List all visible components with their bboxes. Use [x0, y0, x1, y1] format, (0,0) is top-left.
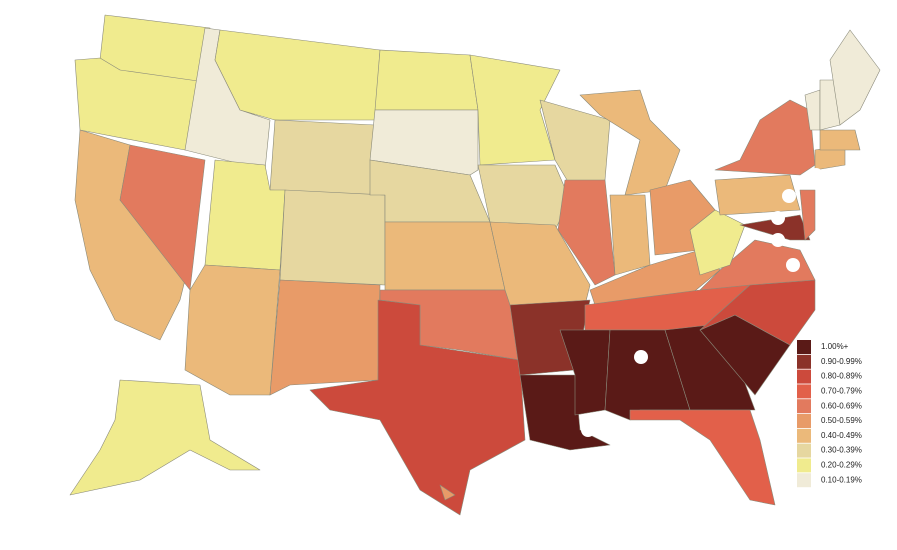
legend-label: 0.60-0.69% [821, 401, 862, 410]
legend-swatch [797, 428, 811, 443]
region [689, 209, 746, 276]
marker [809, 168, 823, 182]
region [269, 279, 381, 396]
region [279, 189, 386, 286]
region [819, 129, 861, 151]
marker [771, 211, 785, 225]
legend-swatch [797, 340, 811, 354]
legend-label: 1.00%+ [821, 342, 849, 351]
legend-label: 0.30-0.39% [821, 446, 862, 455]
region [477, 164, 571, 231]
legend-swatch [797, 414, 811, 428]
region [269, 119, 376, 196]
legend-label: 0.80-0.89% [821, 372, 862, 381]
legend-label: 0.10-0.19% [821, 475, 862, 484]
marker [782, 189, 796, 203]
legend-label: 0.70-0.79% [821, 387, 862, 396]
region [664, 324, 756, 411]
legend-label: 0.90-0.99% [821, 357, 862, 366]
region [384, 221, 506, 291]
marker [634, 350, 648, 364]
markers [581, 168, 823, 437]
region [629, 409, 776, 506]
regions [69, 14, 881, 516]
region [369, 109, 479, 176]
legend-swatch [797, 384, 811, 399]
region [309, 299, 526, 516]
legend-swatch [797, 473, 811, 488]
region [799, 189, 816, 241]
legend-swatch [797, 443, 811, 458]
region [714, 99, 816, 176]
legend-swatch [797, 354, 811, 369]
region [714, 174, 801, 216]
region [699, 239, 816, 291]
region [374, 49, 479, 111]
legend-swatch [797, 369, 811, 384]
region [609, 194, 651, 276]
region [184, 264, 281, 396]
legend-label: 0.40-0.49% [821, 431, 862, 440]
region [69, 379, 261, 496]
legend-swatch [797, 399, 811, 414]
legend: 1.00%+ 0.90-0.99% 0.80-0.89% 0.70-0.79% 0.60… [797, 340, 862, 488]
marker [771, 233, 785, 247]
marker [786, 258, 800, 272]
marker [581, 423, 595, 437]
legend-label: 0.20-0.29% [821, 461, 862, 470]
legend-swatch [797, 458, 811, 473]
legend-label: 0.50-0.59% [821, 416, 862, 425]
region [557, 179, 616, 286]
region [829, 29, 881, 126]
region [559, 329, 611, 416]
region [439, 484, 456, 501]
